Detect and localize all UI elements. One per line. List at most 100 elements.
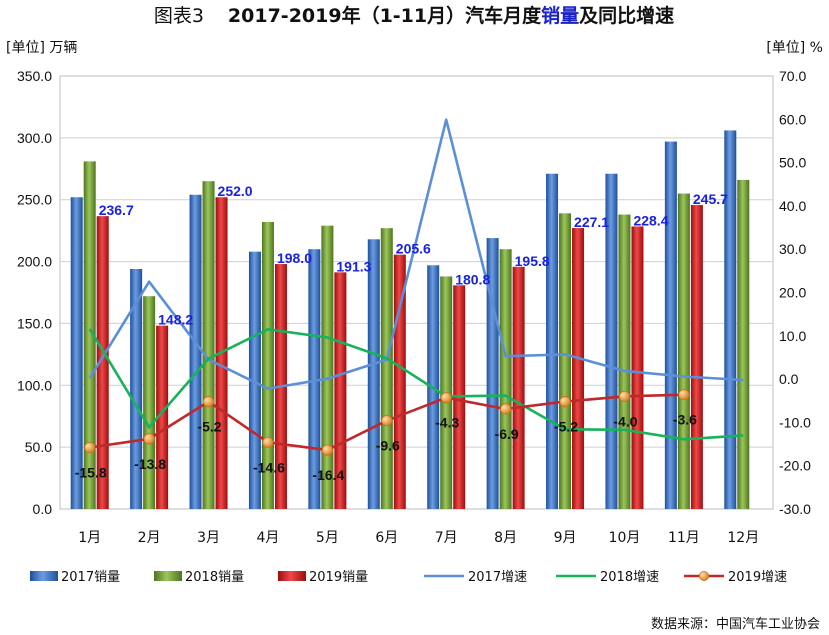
category-label: 10月 [609,530,641,546]
marker-2019增速 [500,403,512,415]
category-label: 11月 [668,530,700,546]
marker-2019增速 [440,392,452,404]
bar-2019销量 [156,325,169,509]
left-tick-label: 100.0 [17,377,52,393]
growth-data-label: -6.9 [495,426,519,442]
legend-label: 2017销量 [61,570,120,585]
right-tick-label: 60.0 [779,111,806,127]
legend-marker [699,571,710,582]
marker-2019增速 [678,389,690,401]
sales-data-label: 228.4 [633,212,668,228]
growth-data-label: -3.6 [673,412,697,428]
bar-2018销量 [261,221,274,510]
bar-2019销量 [512,266,525,509]
right-tick-label: 10.0 [779,328,806,344]
legend-label: 2018增速 [600,570,659,585]
plot-area [59,75,774,510]
legend-label: 2018销量 [185,570,244,585]
bar-2017销量 [248,251,261,509]
bar-2018销量 [83,161,96,509]
left-tick-label: 300.0 [17,130,52,146]
category-label: 12月 [727,530,759,546]
marker-2019增速 [202,396,215,408]
growth-data-label: -15.8 [75,465,107,481]
marker-2019增速 [618,390,631,403]
bar-2019销量 [572,228,585,509]
bar-2018销量 [321,225,334,510]
growth-data-label: -16.4 [312,467,344,483]
right-axis-ticks: -30.0 -20.0 -10.0 0.0 10.0 20.0 30.0 40.0 50.0 60… [779,68,811,517]
growth-data-label: -5.2 [197,419,221,435]
growth-data-label: -9.6 [376,438,400,454]
growth-data-labels: -15.8 -13.8 -5.2 -14.6 -16.4 -9.6 -4.3 -6.9 -5.2… [75,412,697,483]
left-tick-label: 50.0 [25,439,52,455]
right-tick-label: 50.0 [779,155,806,171]
sales-data-label: 195.8 [515,253,550,269]
growth-data-label: -4.3 [435,415,459,431]
growth-data-label: -13.8 [134,456,166,472]
title-highlight: 销量 [541,4,579,27]
legend-swatch [30,571,58,581]
bar-2019销量 [631,226,644,509]
legend-swatch [278,571,306,581]
title-main: 2017-2019年（1-11月）汽车月度 [228,4,542,27]
category-label: 7月 [435,530,458,546]
left-tick-label: 0.0 [33,501,53,517]
bar-2018销量 [499,249,512,509]
marker-2019增速 [143,433,155,445]
growth-data-label: -14.6 [253,459,285,475]
sales-data-label: 198.0 [277,250,312,266]
left-tick-label: 350.0 [17,68,52,84]
bar-2018销量 [559,213,572,509]
growth-data-label: -5.2 [554,419,578,435]
title-suffix: 及同比增速 [579,4,674,27]
legend-label: 2019销量 [309,570,368,585]
sales-data-label: 245.7 [693,191,728,207]
right-tick-label: -10.0 [779,414,811,430]
bar-2017销量 [486,238,499,509]
marker-2019增速 [381,415,393,427]
category-axis-labels: 1月 2月 3月 4月 5月 6月 7月 8月 9月 10月 11月 12月 [78,530,759,546]
left-tick-label: 200.0 [17,254,52,270]
line-series [84,118,744,456]
bar-2019销量 [96,216,109,510]
bar-2018销量 [380,228,393,509]
left-tick-label: 150.0 [17,315,52,331]
bar-2018销量 [737,179,750,510]
bar-2017销量 [605,173,618,509]
bar-2017销量 [664,141,677,509]
right-tick-label: -20.0 [779,458,811,474]
bar-2017销量 [308,249,321,509]
title-prefix: 图表3 [154,5,204,27]
right-tick-label: -30.0 [779,501,811,517]
category-label: 2月 [138,530,161,546]
bar-2017销量 [367,239,380,509]
sales-data-labels: 236.7 148.2 252.0 198.0 191.3 205.6 180.8 195.8… [99,183,728,327]
bar-2018销量 [143,296,156,509]
bar-2018销量 [677,193,690,509]
sales-data-label: 236.7 [99,202,134,218]
marker-2019增速 [84,441,96,454]
marker-2019增速 [321,444,333,456]
right-tick-label: 40.0 [779,198,806,214]
bar-2017销量 [70,197,83,510]
bar-2018销量 [202,181,215,509]
bar-2017销量 [724,130,737,510]
category-label: 5月 [316,530,339,546]
left-axis-ticks: 0.0 50.0 100.0 150.0 200.0 250.0 300.0 350.0 [17,68,52,517]
category-label: 9月 [554,530,577,546]
bar-2017销量 [130,268,143,509]
source-note: 数据来源：中国汽车工业协会 [651,616,820,632]
marker-2019增速 [559,396,571,408]
sales-data-label: 191.3 [336,258,371,274]
growth-data-label: -4.0 [613,413,637,429]
sales-data-label: 227.1 [574,214,609,230]
category-label: 6月 [375,530,398,546]
gridlines [60,137,773,448]
left-axis-unit: [单位] 万辆 [6,40,77,56]
sales-data-label: 205.6 [396,241,431,257]
line-2017增速 [88,118,744,390]
right-axis-unit: [单位] % [766,40,823,56]
legend-swatch [154,571,182,581]
